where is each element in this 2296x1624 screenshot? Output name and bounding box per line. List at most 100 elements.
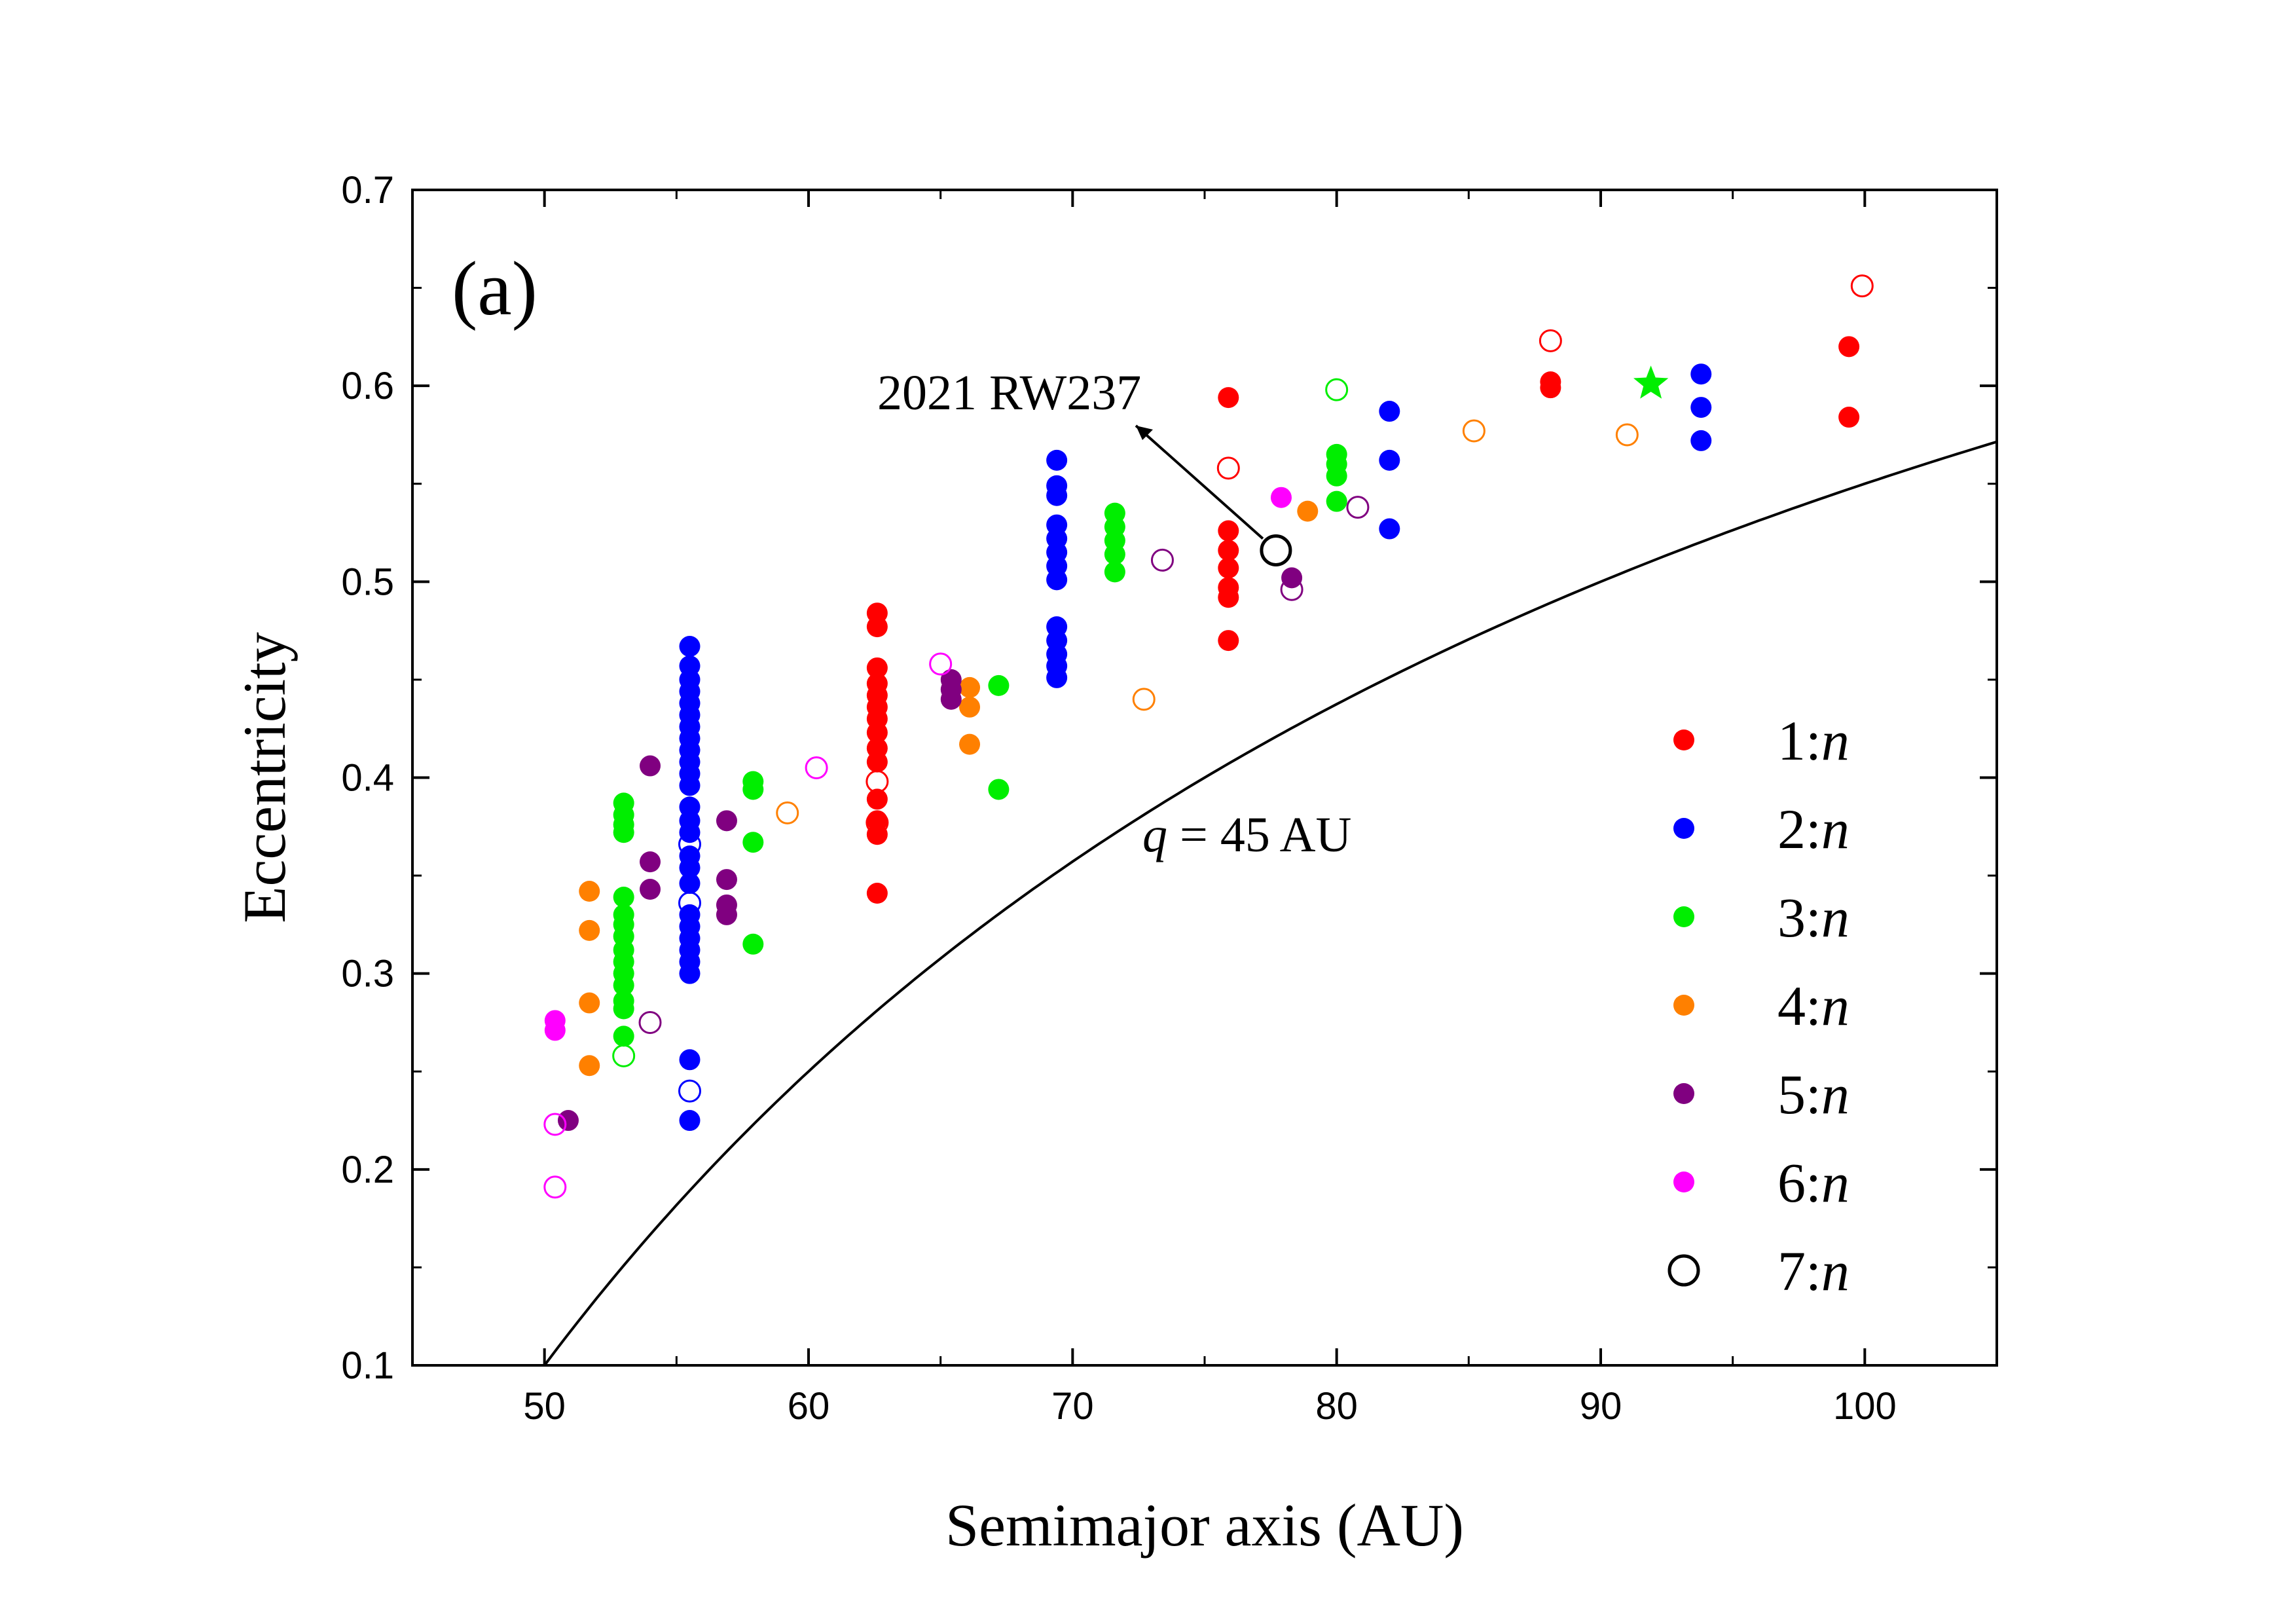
data-point	[1690, 397, 1712, 418]
data-point	[988, 674, 1010, 696]
data-point	[1218, 587, 1239, 608]
data-point	[1690, 430, 1712, 451]
x-axis-title: Semimajor axis (AU)	[945, 1492, 1464, 1559]
data-point	[1838, 336, 1860, 358]
data-point-open	[1325, 378, 1349, 401]
legend-marker	[1673, 818, 1694, 839]
data-point	[988, 779, 1010, 800]
data-point	[959, 733, 981, 755]
data-point-open	[805, 756, 828, 780]
data-point	[742, 933, 764, 955]
data-point-open	[1539, 329, 1562, 352]
legend-label: 3:n	[1777, 886, 1850, 949]
legend-label-n: n	[1821, 974, 1850, 1037]
legend-label-n: n	[1821, 709, 1850, 772]
data-point	[866, 616, 888, 638]
annotation-arrow	[1135, 424, 1264, 540]
curve-label-q: q	[1142, 807, 1167, 862]
data-point	[959, 676, 981, 698]
data-point	[742, 779, 764, 800]
legend-label-n: n	[1821, 1063, 1850, 1126]
panel-label: (a)	[452, 246, 538, 331]
data-point	[1838, 407, 1860, 428]
data-point	[1218, 630, 1239, 652]
data-point	[1218, 557, 1239, 579]
legend-label: 2:n	[1777, 798, 1850, 860]
y-tick-label: 0.7	[341, 169, 394, 212]
data-point-open	[1280, 578, 1303, 601]
annotation-arrowhead	[1136, 426, 1153, 440]
data-point-open	[612, 1044, 636, 1067]
data-point	[959, 696, 981, 718]
data-point	[579, 992, 600, 1014]
data-point	[1046, 667, 1068, 688]
data-point-open	[1462, 419, 1485, 443]
data-point	[742, 832, 764, 853]
legend-label: 6:n	[1777, 1151, 1850, 1214]
data-point	[613, 822, 634, 843]
data-point-open	[543, 1175, 567, 1199]
data-point	[640, 879, 661, 900]
data-point	[613, 886, 634, 908]
data-point	[1218, 387, 1239, 409]
data-point	[557, 1110, 579, 1132]
data-point	[1046, 449, 1068, 471]
legend-marker	[1673, 1083, 1694, 1104]
y-tick-label: 0.2	[341, 1149, 394, 1191]
data-point	[866, 722, 888, 743]
data-point	[866, 657, 888, 678]
data-point	[679, 1110, 701, 1132]
legend-label-n: n	[1821, 1151, 1850, 1214]
data-point	[866, 788, 888, 810]
legend-marker	[1673, 1172, 1694, 1192]
data-point	[640, 755, 661, 777]
legend-label-num: 2:	[1777, 798, 1821, 860]
data-point	[1379, 401, 1400, 422]
q45-curve	[543, 440, 1997, 1367]
data-point	[1379, 449, 1400, 471]
legend-label: 5:n	[1777, 1063, 1850, 1126]
data-point	[679, 1049, 701, 1071]
data-point	[613, 1025, 634, 1047]
annotation-label: 2021 RW237	[877, 365, 1141, 420]
data-point-open	[1216, 456, 1240, 480]
data-point	[544, 1020, 566, 1041]
data-point	[1326, 465, 1347, 487]
legend-label-n: n	[1821, 798, 1850, 860]
data-point-open	[1346, 496, 1370, 519]
data-point-open	[678, 832, 701, 856]
legend-label-n: n	[1821, 1240, 1850, 1302]
legend-marker	[1673, 995, 1694, 1016]
data-point-open	[776, 801, 799, 824]
data-point	[716, 904, 737, 925]
data-point	[613, 974, 634, 996]
data-point	[579, 919, 600, 941]
axes-layer: 50 60 70 80 90 100 0.1 0.2 0.3 0.4 0.5 0.6 0.7 Semima…	[231, 169, 1998, 1559]
data-point-open	[866, 811, 889, 834]
legend-marker	[1673, 729, 1694, 750]
x-tick-label: 80	[1315, 1385, 1358, 1428]
legend-label-num: 5:	[1777, 1063, 1821, 1126]
data-point	[1540, 377, 1561, 399]
data-point	[1218, 540, 1239, 561]
data-point	[679, 775, 701, 796]
x-tick-label: 90	[1580, 1385, 1622, 1428]
y-tick-label: 0.3	[341, 953, 394, 995]
data-point-open	[866, 769, 889, 793]
data-point	[679, 822, 701, 843]
legend-marker	[1667, 1254, 1700, 1287]
data-point	[1297, 500, 1319, 522]
legend-label: 7:n	[1777, 1240, 1850, 1302]
data-point-open	[929, 652, 953, 676]
y-tick-label: 0.4	[341, 757, 394, 800]
data-point-open	[1615, 423, 1639, 447]
data-point-open	[543, 1113, 567, 1136]
data-point-open	[1260, 534, 1292, 566]
x-tick-label: 50	[523, 1385, 566, 1428]
data-point	[1270, 487, 1292, 508]
data-point-open	[678, 891, 701, 915]
data-point	[1690, 363, 1712, 385]
data-point	[1281, 567, 1303, 589]
x-tick-label: 60	[788, 1385, 830, 1428]
data-point	[1046, 569, 1068, 591]
